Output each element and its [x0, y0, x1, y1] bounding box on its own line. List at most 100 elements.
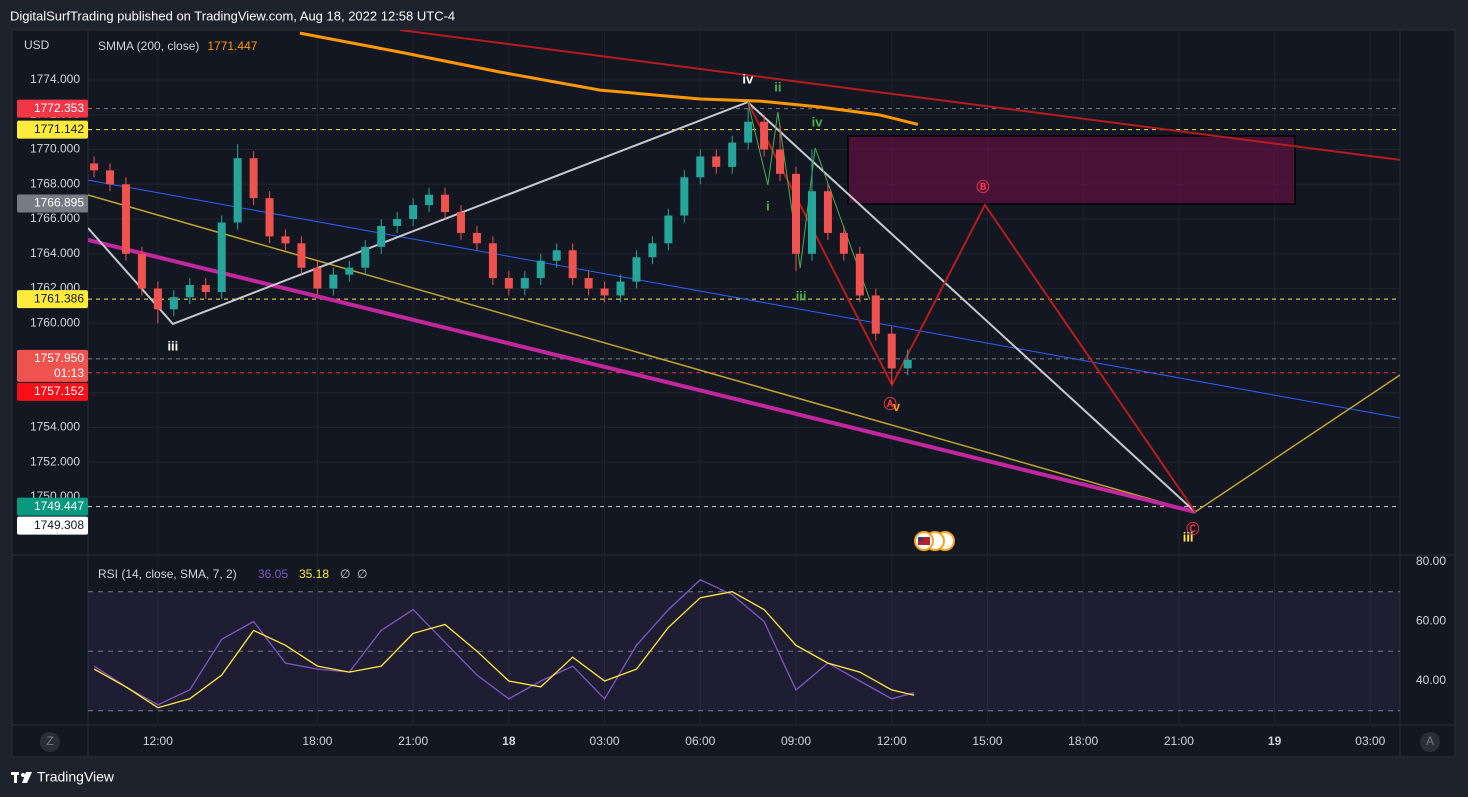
drawing-line: [746, 101, 1197, 513]
candle-body: [504, 278, 513, 289]
y-tick-label: 1754.000: [30, 420, 80, 434]
y-tick-label: 1774.000: [30, 72, 80, 86]
candle-body: [345, 267, 354, 275]
y-tick-label: 1768.000: [30, 176, 80, 190]
y-tick-label: 1752.000: [30, 454, 80, 468]
price-badge-label: 1749.308: [34, 518, 84, 532]
logo-part: [14, 772, 17, 783]
candle-body: [664, 215, 673, 244]
logo: [11, 772, 32, 783]
x-tick-label: 15:00: [972, 734, 1002, 748]
rsi-line: [93, 591, 915, 709]
candle-body: [281, 236, 290, 244]
y-tick-label: 60.00: [1416, 614, 1446, 628]
wave-label: Ⓑ: [976, 180, 989, 195]
candle-body: [520, 278, 529, 289]
countdown: 01:13: [54, 366, 84, 380]
x-tick-label: 03:00: [1355, 734, 1385, 748]
candle-body: [441, 194, 450, 213]
candle-body: [425, 194, 434, 206]
candle-body: [776, 149, 785, 174]
button[interactable]: [40, 732, 60, 752]
zone: [847, 135, 1296, 205]
wave-label: iv: [812, 114, 824, 129]
y-tick-label: 80.00: [1416, 554, 1446, 568]
x-tick-label: 19: [1268, 734, 1282, 748]
drawing-line: [747, 101, 871, 301]
candle-body: [249, 158, 258, 199]
x-tick-label: 03:00: [590, 734, 620, 748]
indicator-name: SMMA (200, close): [98, 39, 199, 53]
wave-label: iii: [1183, 529, 1194, 544]
rsi-pane: [88, 579, 1400, 712]
x-tick-label: 09:00: [781, 734, 811, 748]
price-badge-label: 1757.152: [34, 384, 84, 398]
logo-part: [21, 773, 25, 777]
y-tick-label: 1766.000: [30, 211, 80, 225]
drawing-line: [399, 30, 1400, 161]
candle-body: [169, 297, 178, 310]
x-tick-label: 18:00: [302, 734, 332, 748]
event-icons: [914, 531, 955, 551]
candle-body: [680, 177, 689, 216]
wave-label: Ⓒ: [1186, 521, 1199, 536]
candle-body: [377, 225, 386, 247]
candle-body: [648, 243, 657, 258]
x-tick-label: 12:00: [143, 734, 173, 748]
rsi-title: RSI (14, close, SMA, 7, 2): [98, 567, 237, 581]
price-badge: [17, 497, 88, 516]
price-badge-label: 1772.353: [34, 101, 84, 115]
wave-label: ii: [774, 79, 781, 94]
candle-body: [600, 288, 609, 296]
candle-body: [409, 205, 418, 220]
button-label[interactable]: A: [1426, 734, 1434, 748]
x-tick-label: 18: [502, 734, 516, 748]
price-badge-label: 1749.447: [34, 499, 84, 513]
candle-body: [121, 184, 130, 254]
candle-body: [488, 243, 497, 279]
candle-body: [153, 288, 162, 310]
candle-body: [807, 191, 816, 254]
price-badge: [17, 516, 88, 535]
wave-label: iii: [167, 338, 178, 353]
axes: 1750.0001752.0001754.0001756.0001758.000…: [17, 72, 1446, 748]
candle-body: [887, 333, 896, 369]
candle-body: [137, 253, 146, 289]
price-badge: [17, 349, 88, 382]
wave-label: iii: [796, 288, 807, 303]
currency: USD: [24, 38, 50, 52]
flag: [918, 537, 923, 541]
candle-body: [201, 285, 210, 292]
wave-label: iv: [742, 71, 754, 86]
candle-body: [839, 232, 848, 254]
price-badge: [17, 194, 88, 213]
price-badge-label: 1766.895: [34, 196, 84, 210]
candle-body: [456, 212, 465, 233]
logo-part: [22, 772, 32, 783]
price-badge: [17, 382, 88, 401]
candle-body: [233, 158, 242, 223]
candle-body: [185, 285, 194, 298]
y-tick-label: 1770.000: [30, 142, 80, 156]
candle-body: [616, 281, 625, 296]
candle-body: [552, 250, 561, 261]
y-tick-label: 40.00: [1416, 673, 1446, 687]
candle-body: [329, 274, 338, 289]
header: DigitalSurfTrading published on TradingV…: [10, 8, 455, 23]
wave-label: v: [893, 399, 901, 414]
candle-body: [744, 121, 753, 143]
candle-body: [313, 267, 322, 289]
button[interactable]: [1420, 732, 1440, 752]
x-tick-label: 12:00: [877, 734, 907, 748]
candle-body: [823, 191, 832, 233]
rsi-band: [88, 591, 1400, 711]
candle-body: [792, 173, 801, 254]
price-badge: [17, 120, 88, 139]
button-label[interactable]: Z: [46, 734, 53, 748]
footer: TradingView: [37, 769, 115, 785]
x-tick-label: 18:00: [1068, 734, 1098, 748]
rsi-line: [93, 579, 915, 706]
